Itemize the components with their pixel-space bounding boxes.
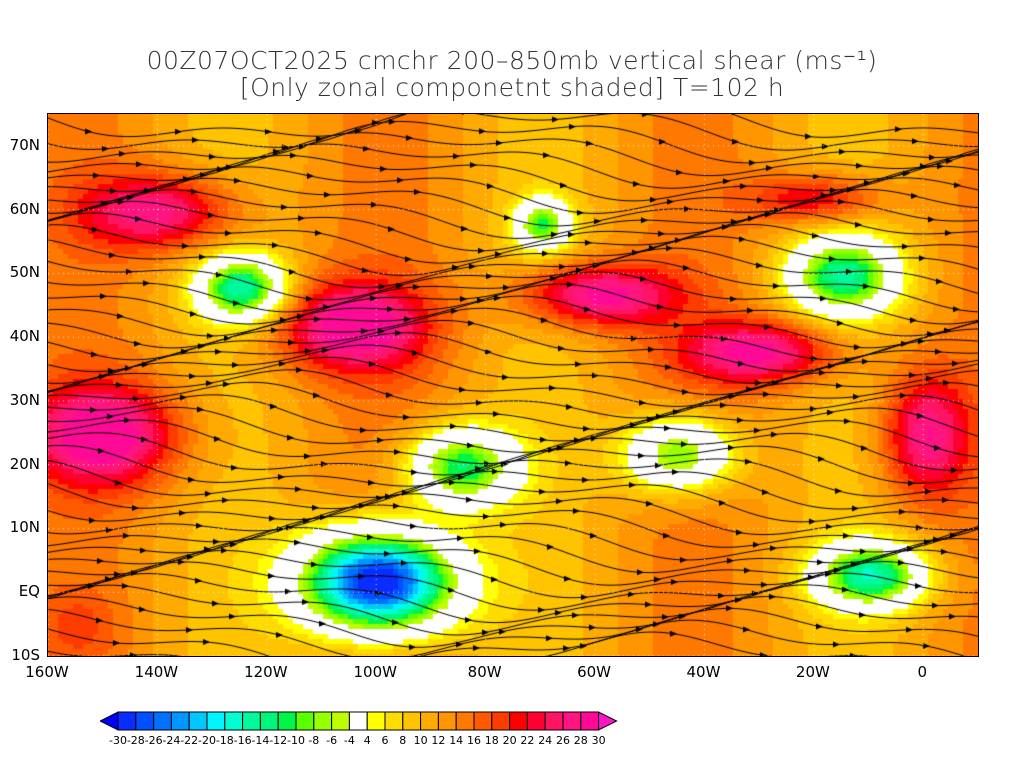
colorbar-label: -6 <box>326 734 338 747</box>
colorbar-swatch <box>491 711 511 731</box>
colorbar-label: 30 <box>591 734 606 747</box>
colorbar-label: 4 <box>363 734 371 747</box>
colorbar-label: -24 <box>162 734 181 747</box>
lon-tick-label: 0 <box>917 663 928 681</box>
colorbar-label: 18 <box>484 734 499 747</box>
lon-tick-label: 120W <box>244 663 288 681</box>
colorbar-swatch <box>295 711 315 731</box>
colorbar-swatch <box>348 711 368 731</box>
lat-tick-label: 60N <box>9 199 40 218</box>
colorbar-label: -28 <box>126 734 145 747</box>
colorbar-label: 6 <box>381 734 389 747</box>
colorbar-label: 16 <box>467 734 481 747</box>
colorbar-swatch <box>313 711 333 731</box>
lat-tick-label: 10S <box>11 646 40 664</box>
lon-tick-label: 20W <box>795 663 830 681</box>
colorbar-swatch <box>509 711 528 731</box>
colorbar-label: -26 <box>144 734 163 747</box>
colorbar-label: 24 <box>538 734 553 747</box>
colorbar-swatch <box>366 711 386 731</box>
lon-tick-label: 100W <box>353 663 397 681</box>
lat-tick-label: 20N <box>9 454 40 473</box>
lat-tick-label: 40N <box>9 327 40 346</box>
colorbar-label: 20 <box>502 734 517 747</box>
colorbar-label: 14 <box>449 734 464 747</box>
lat-tick-label: 10N <box>9 518 40 537</box>
colorbar-label: 10 <box>413 734 428 747</box>
lon-tick-label: 60W <box>577 663 611 681</box>
colorbar-low-arrow <box>100 711 119 731</box>
chart-title-line1: 00Z07OCT2025 cmchr 200–850mb vertical sh… <box>146 46 878 75</box>
colorbar-label: 28 <box>573 734 588 747</box>
lon-tick-label: 160W <box>25 663 69 681</box>
lon-tick-label: 140W <box>134 663 179 681</box>
colorbar-swatch <box>526 711 546 731</box>
colorbar-high-arrow <box>598 711 618 731</box>
lon-tick-label: 80W <box>467 663 502 681</box>
colorbar-swatch <box>437 711 457 731</box>
colorbar-swatch <box>117 711 137 731</box>
colorbar-label: -12 <box>269 734 288 747</box>
colorbar-label: -22 <box>180 734 199 747</box>
colorbar-swatch <box>242 711 261 731</box>
colorbar-swatch <box>170 711 190 731</box>
colorbar-swatch <box>224 711 244 731</box>
colorbar-swatch <box>277 711 297 731</box>
colorbar-label: -8 <box>308 734 320 747</box>
lat-tick-label: EQ <box>18 582 40 601</box>
colorbar-swatch <box>188 711 208 731</box>
colorbar-swatch <box>206 711 226 731</box>
lat-tick-label: 50N <box>9 263 40 282</box>
colorbar-label: -20 <box>198 734 216 747</box>
colorbar <box>100 711 618 731</box>
colorbar-label: 26 <box>556 734 570 747</box>
colorbar-label: 22 <box>520 734 535 747</box>
colorbar-swatch <box>384 711 404 731</box>
colorbar-swatch <box>153 711 172 731</box>
colorbar-swatch <box>455 711 475 731</box>
colorbar-label: -30 <box>109 734 127 747</box>
colorbar-label: -4 <box>343 734 355 747</box>
colorbar-label: 12 <box>431 734 446 747</box>
colorbar-swatch <box>420 711 439 731</box>
colorbar-swatch <box>402 711 422 731</box>
colorbar-swatch <box>135 711 155 731</box>
colorbar-label: -18 <box>215 734 234 747</box>
lat-tick-label: 30N <box>9 390 40 409</box>
colorbar-label: -14 <box>251 734 270 747</box>
shear-map <box>47 113 979 657</box>
lat-tick-label: 70N <box>9 135 40 154</box>
colorbar-swatch <box>259 711 279 731</box>
colorbar-label: -10 <box>287 734 305 747</box>
colorbar-label: -16 <box>233 734 252 747</box>
colorbar-swatch <box>473 711 493 731</box>
colorbar-swatch <box>580 711 600 731</box>
chart-title-line2: [Only zonal componetnt shaded] T=102 h <box>239 73 785 102</box>
colorbar-label: 8 <box>399 734 407 747</box>
colorbar-swatch <box>562 711 582 731</box>
lon-tick-label: 40W <box>686 663 721 681</box>
colorbar-swatch <box>544 711 564 731</box>
colorbar-swatch <box>331 711 350 731</box>
